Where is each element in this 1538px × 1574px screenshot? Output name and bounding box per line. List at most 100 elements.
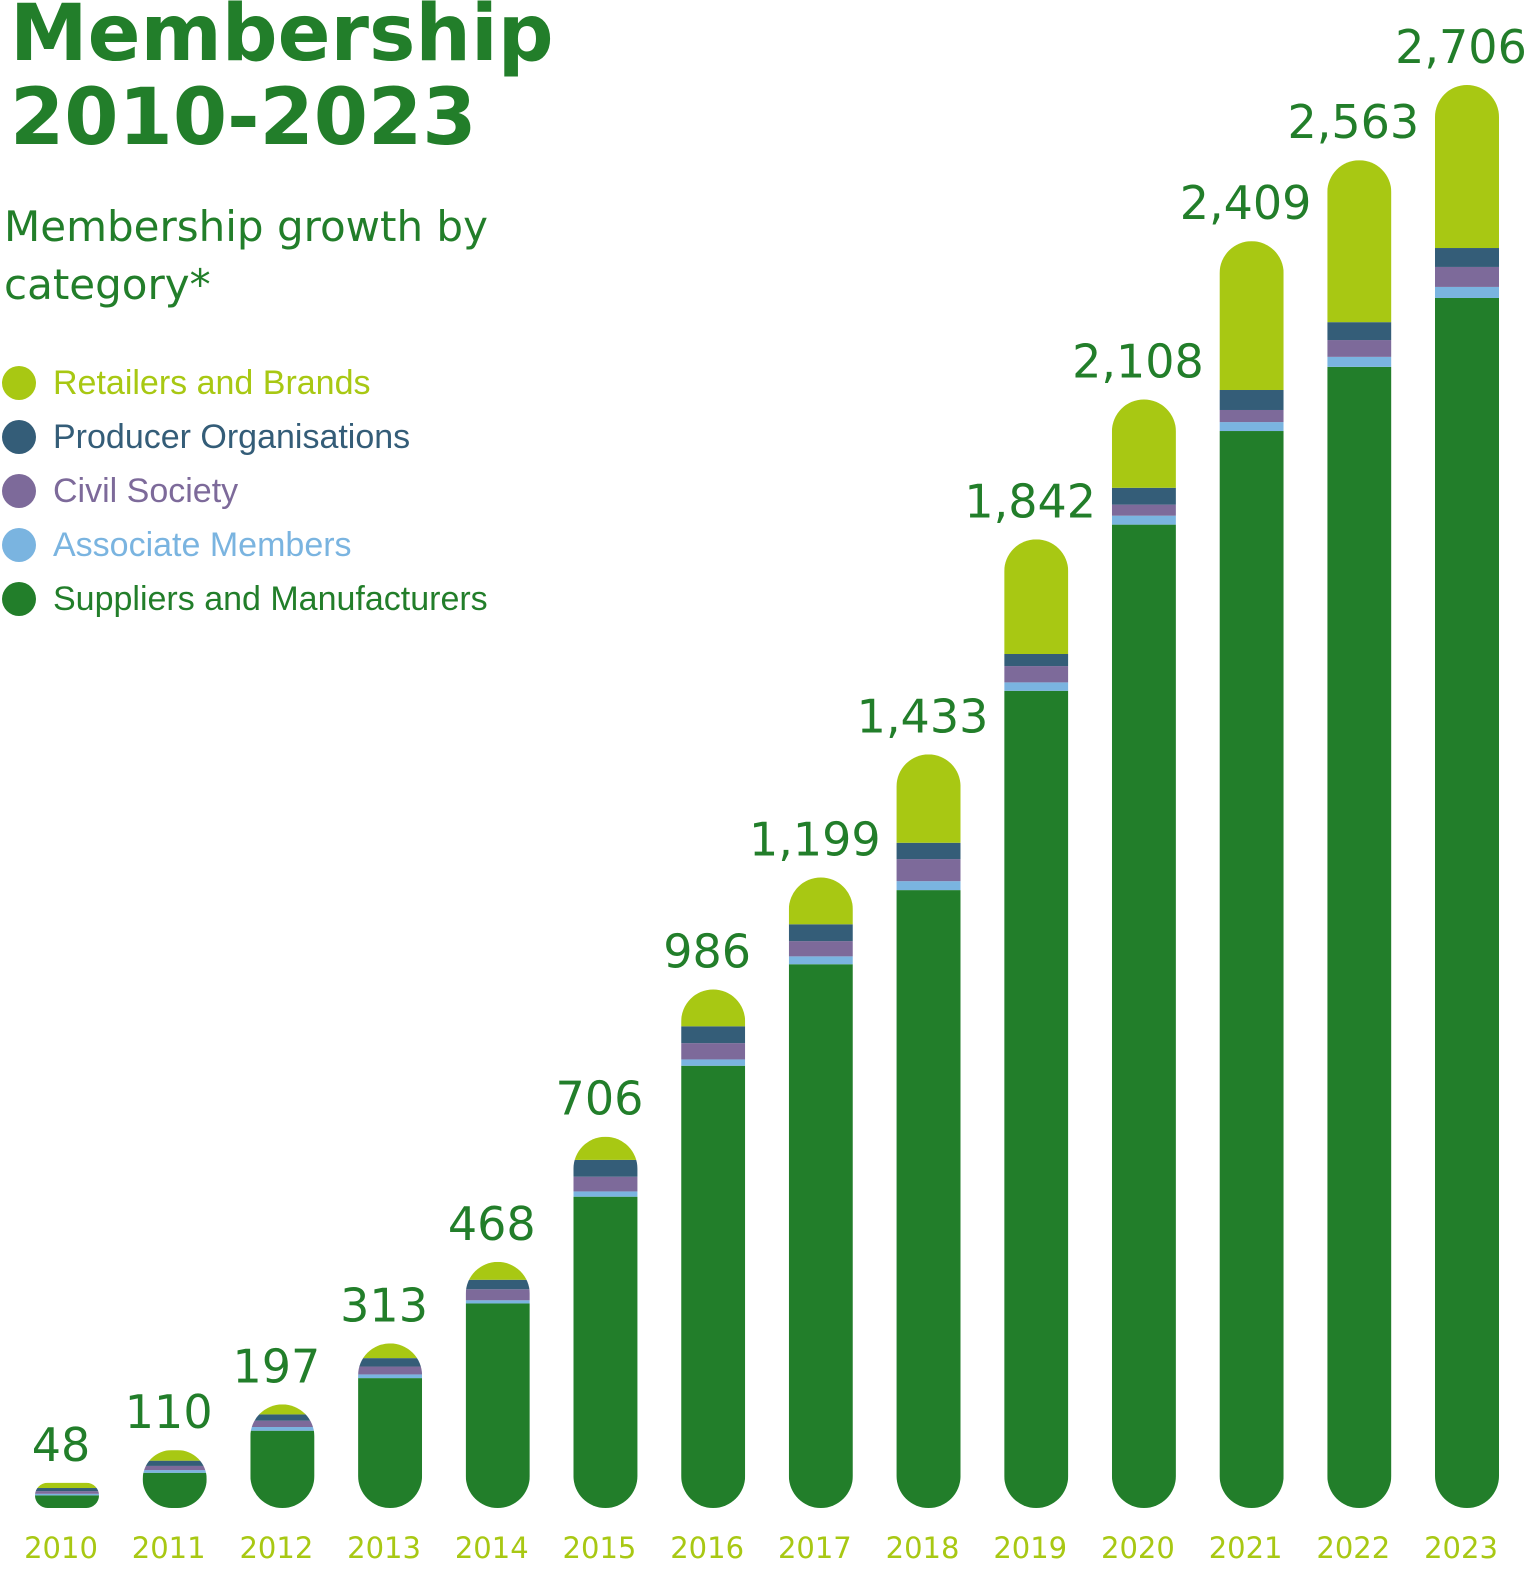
x-tick-label: 2011 <box>132 1531 206 1565</box>
bar-stack <box>35 1482 99 1508</box>
bar-segment <box>1004 682 1069 691</box>
bar-segment <box>1327 160 1392 323</box>
bar-segment <box>1004 690 1069 1508</box>
bar-segment <box>1435 85 1499 249</box>
bar-stack <box>1327 160 1392 1508</box>
bar-segment <box>1219 422 1284 432</box>
legend-item: Civil Society <box>2 464 488 518</box>
bar-stack <box>250 1404 315 1508</box>
bar-segment <box>1004 653 1069 667</box>
bar-segment <box>1219 241 1284 391</box>
bar-segment <box>35 1482 99 1489</box>
bar-segment <box>681 1026 746 1044</box>
legend-marker <box>2 420 36 454</box>
bar-segment <box>250 1414 315 1421</box>
bar-segment <box>573 1191 638 1197</box>
x-tick-label: 2023 <box>1424 1531 1498 1565</box>
bar-segment <box>1327 356 1392 367</box>
legend-label: Retailers and Brands <box>53 363 371 402</box>
total-label: 2,563 <box>1287 95 1419 149</box>
bar-segment <box>788 941 853 957</box>
bar-segment <box>896 754 961 843</box>
bar-stack <box>1004 539 1069 1508</box>
total-label: 468 <box>448 1197 536 1251</box>
x-tick-label: 2020 <box>1101 1531 1175 1565</box>
total-label: 1,199 <box>749 812 881 866</box>
x-tick-label: 2010 <box>24 1531 98 1565</box>
bar-segment <box>465 1279 530 1290</box>
bar-segment <box>896 842 961 860</box>
bar-stack <box>465 1261 530 1508</box>
x-tick-label: 2014 <box>455 1531 529 1565</box>
bar-segment <box>142 1470 207 1473</box>
bar-stack <box>573 1136 638 1508</box>
bar-segment <box>465 1289 530 1301</box>
bar-segment <box>142 1472 207 1508</box>
total-label: 197 <box>232 1339 320 1393</box>
legend-label: Associate Members <box>53 525 352 564</box>
legend-label: Suppliers and Manufacturers <box>53 579 488 618</box>
total-label: 986 <box>663 924 751 978</box>
bar-segment <box>1435 248 1499 267</box>
bar-segment <box>250 1427 315 1431</box>
bar-segment <box>1327 340 1392 357</box>
total-label: 1,433 <box>857 689 989 743</box>
bar-segment <box>1327 322 1392 341</box>
x-tick-label: 2013 <box>347 1531 421 1565</box>
legend-marker <box>2 582 36 616</box>
bar-segment <box>681 1059 746 1066</box>
bar-segment <box>35 1495 99 1508</box>
x-tick-label: 2019 <box>993 1531 1067 1565</box>
bar-segment <box>250 1430 315 1508</box>
bar-segment <box>1111 487 1176 505</box>
bar-segment <box>465 1261 530 1280</box>
x-tick-label: 2017 <box>778 1531 852 1565</box>
x-tick-label: 2016 <box>670 1531 744 1565</box>
bar-stack <box>896 754 961 1508</box>
bar-segment <box>1435 297 1499 1508</box>
bar-segment <box>1435 266 1499 287</box>
bar-segment <box>250 1420 315 1428</box>
bar-segment <box>1219 431 1284 1508</box>
bar-segment <box>573 1159 638 1177</box>
bar-segment <box>788 877 853 925</box>
bar-stack <box>358 1343 423 1508</box>
bar-segment <box>681 1043 746 1060</box>
x-tick-label: 2012 <box>239 1531 313 1565</box>
bar-segment <box>788 924 853 942</box>
total-label: 2,706 <box>1395 20 1527 74</box>
legend-marker <box>2 474 36 508</box>
bar-segment <box>35 1493 99 1496</box>
bar-segment <box>142 1465 207 1471</box>
bar-segment <box>1219 390 1284 410</box>
bar-segment <box>358 1358 423 1367</box>
bar-segment <box>1004 666 1069 683</box>
bar-segment <box>250 1404 315 1415</box>
x-tick-label: 2022 <box>1316 1531 1390 1565</box>
x-tick-label: 2015 <box>563 1531 637 1565</box>
bar-stack <box>1219 241 1284 1508</box>
total-label: 110 <box>125 1385 213 1439</box>
bar-segment <box>681 989 746 1027</box>
bar-segment <box>35 1491 99 1494</box>
legend-item: Associate Members <box>2 518 488 572</box>
bar-segment <box>573 1196 638 1508</box>
bar-segment <box>142 1450 207 1461</box>
legend-marker <box>2 528 36 562</box>
legend-label: Civil Society <box>53 471 239 510</box>
x-tick-label: 2018 <box>886 1531 960 1565</box>
bar-segment <box>896 881 961 891</box>
bar-segment <box>1219 409 1284 423</box>
legend-marker <box>2 366 36 400</box>
bar-segment <box>573 1176 638 1192</box>
bar-segment <box>1004 539 1069 654</box>
total-label: 2,409 <box>1180 176 1312 230</box>
bar-stack <box>1435 85 1499 1508</box>
bar-segment <box>142 1460 207 1466</box>
bar-segment <box>465 1300 530 1304</box>
bar-segment <box>896 859 961 882</box>
chart-title: Membership 2010-2023 <box>10 0 554 163</box>
bar-segment <box>1111 515 1176 525</box>
legend-label: Producer Organisations <box>53 417 411 456</box>
